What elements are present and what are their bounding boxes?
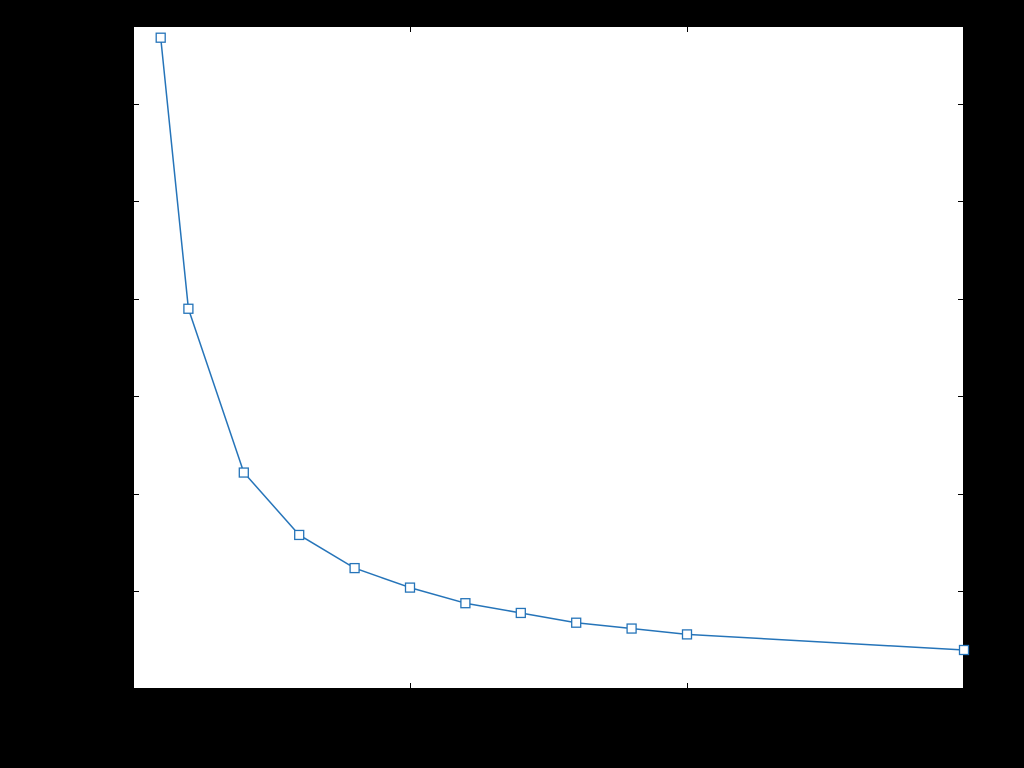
series-marker (516, 608, 525, 617)
series-marker (239, 468, 248, 477)
series-marker (572, 618, 581, 627)
series-marker (156, 33, 165, 42)
series-marker (350, 564, 359, 573)
series-marker (683, 630, 692, 639)
series-marker (184, 304, 193, 313)
series-marker (406, 583, 415, 592)
series-marker (295, 530, 304, 539)
data-layer (0, 0, 1024, 768)
series-marker (627, 624, 636, 633)
series-marker (960, 646, 969, 655)
series-line (161, 38, 964, 650)
series-marker (461, 599, 470, 608)
